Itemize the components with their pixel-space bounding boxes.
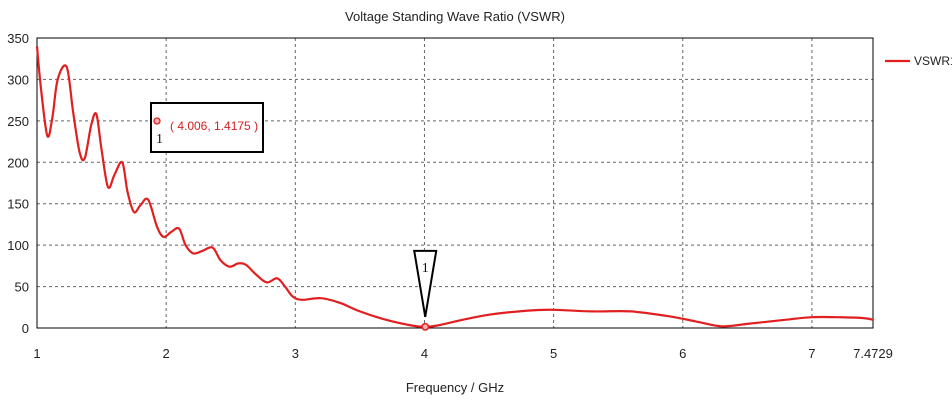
readout-marker-number: 1 (156, 132, 163, 147)
y-tick-label: 100 (7, 238, 29, 253)
marker-point[interactable] (421, 322, 430, 331)
legend: VSWR1 (885, 54, 952, 68)
plot-frame (36, 37, 874, 329)
x-tick-label: 2 (163, 346, 170, 361)
y-tick-label: 300 (7, 72, 29, 87)
x-tick-label: 1 (33, 346, 40, 361)
x-tick-label: 6 (679, 346, 686, 361)
legend-label-vswr1: VSWR1 (914, 54, 952, 68)
y-tick-label: 50 (15, 280, 29, 295)
y-axis-ticks: 0 50 100 150 200 250 300 350 (7, 31, 29, 336)
marker-flag-triangle[interactable] (413, 249, 438, 317)
series-line-vswr1 (35, 46, 874, 328)
y-tick-label: 350 (7, 31, 29, 46)
y-tick-label: 250 (7, 114, 29, 129)
x-axis-ticks: 1 2 3 4 5 6 7 7.4729 (33, 346, 893, 361)
y-tick-label: 0 (22, 321, 29, 336)
grid-lines (37, 38, 873, 328)
y-tick-label: 200 (7, 155, 29, 170)
x-tick-label: 3 (292, 346, 299, 361)
readout-coordinates: ( 4.006, 1.4175 ) (170, 119, 258, 133)
readout-dot (153, 117, 161, 125)
x-tick-label: 7.4729 (853, 346, 893, 361)
x-axis-label: Frequency / GHz (406, 380, 504, 395)
y-tick-label: 150 (7, 197, 29, 212)
marker-readout[interactable]: 1 ( 4.006, 1.4175 ) (150, 102, 264, 153)
marker-flag-number: 1 (422, 261, 429, 276)
x-tick-label: 4 (421, 346, 428, 361)
x-tick-label: 5 (550, 346, 557, 361)
chart-title: Voltage Standing Wave Ratio (VSWR) (345, 9, 565, 24)
x-tick-label: 7 (808, 346, 815, 361)
